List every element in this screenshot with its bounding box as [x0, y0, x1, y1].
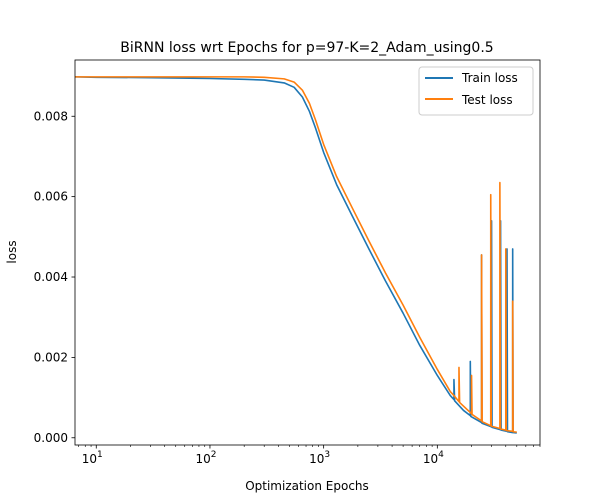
- x-tick-label: 103: [309, 450, 330, 466]
- x-tick-label: 101: [82, 450, 103, 466]
- test-loss-line: [75, 76, 517, 433]
- series-layer: [74, 76, 517, 434]
- x-tick-label: 102: [195, 450, 216, 466]
- y-axis-ticks: 0.000 0.002 0.004 0.006 0.008: [34, 109, 75, 445]
- y-axis-label: loss: [5, 240, 19, 263]
- y-tick-label: 0.002: [34, 350, 68, 364]
- plot-background: [75, 60, 540, 445]
- plot-frame: [74, 59, 541, 446]
- legend-test-label: Test loss: [461, 93, 513, 107]
- y-tick-label: 0.008: [34, 109, 68, 123]
- y-tick-label: 0.006: [34, 190, 68, 204]
- y-tick-label: 0.000: [34, 431, 68, 445]
- x-tick-label: 104: [423, 450, 444, 466]
- x-axis-ticks: 101 102 103 104: [78, 445, 541, 466]
- chart-title: BiRNN loss wrt Epochs for p=97-K=2_Adam_…: [120, 40, 493, 56]
- legend-train-label: Train loss: [461, 71, 518, 85]
- plot-area: [74, 59, 541, 446]
- train-loss-line: [74, 76, 517, 434]
- legend: Train loss Test loss: [418, 66, 534, 116]
- y-tick-label: 0.004: [34, 270, 68, 284]
- x-axis-label: Optimization Epochs: [245, 479, 369, 493]
